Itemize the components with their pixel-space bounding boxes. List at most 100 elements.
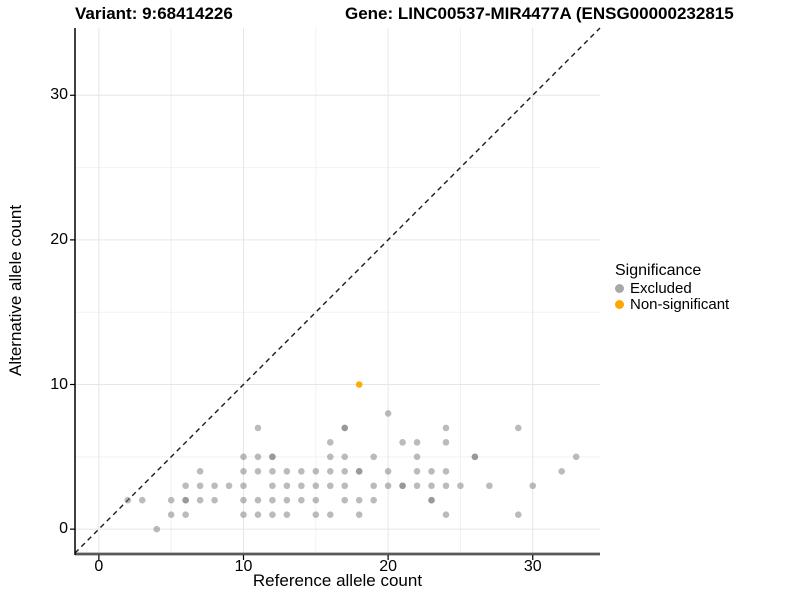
data-point-excluded: [355, 511, 363, 518]
data-point-excluded: [298, 496, 305, 504]
data-point-non-significant: [355, 381, 363, 388]
x-tick-label: 30: [523, 558, 542, 575]
data-point-excluded: [269, 482, 276, 490]
data-point-excluded: [182, 482, 189, 490]
data-point-excluded: [326, 453, 334, 461]
legend: Significance Excluded Non-significant: [615, 261, 730, 313]
data-point-excluded: [413, 439, 421, 446]
data-point-excluded: [370, 496, 377, 504]
data-point-excluded: [240, 482, 247, 490]
legend-item-label: Excluded: [630, 279, 692, 297]
data-point-excluded-overplotted: [428, 496, 435, 504]
data-point-excluded: [384, 410, 392, 417]
data-point-excluded-overplotted: [341, 424, 349, 432]
data-point-excluded: [442, 439, 450, 446]
legend-item-label: Non-significant: [630, 295, 730, 313]
plot-title-gene: Gene: LINC00537-MIR4477A (ENSG0000023281…: [345, 4, 734, 23]
data-point-excluded: [298, 482, 305, 490]
data-point-excluded: [442, 482, 450, 490]
plot-title-variant: Variant: 9:68414226: [75, 4, 233, 23]
data-point-excluded: [457, 482, 464, 490]
y-tick-label: 0: [59, 520, 68, 538]
data-point-excluded: [326, 482, 334, 490]
data-point-excluded: [211, 482, 218, 490]
legend-item-excluded: Excluded: [615, 279, 729, 297]
identity-line: [74, 27, 601, 554]
data-point-excluded: [196, 496, 204, 504]
data-point-excluded: [240, 511, 247, 518]
data-point-excluded: [269, 467, 276, 475]
data-point-excluded: [399, 439, 406, 446]
data-point-excluded: [312, 482, 320, 490]
legend-item-non-significant: Non-significant: [615, 295, 730, 313]
data-point-excluded: [225, 482, 233, 490]
data-point-excluded-overplotted: [471, 453, 479, 461]
data-point-excluded: [326, 511, 334, 518]
legend-title: Significance: [615, 262, 702, 279]
data-point-excluded-overplotted: [269, 453, 276, 461]
data-point-excluded: [370, 482, 377, 490]
data-point-excluded: [558, 467, 565, 475]
data-point-excluded: [283, 482, 291, 490]
x-tick-label: 20: [379, 558, 398, 575]
data-point-excluded: [211, 496, 218, 504]
data-point-excluded: [138, 496, 146, 504]
data-point-excluded: [283, 511, 291, 518]
data-point-excluded-overplotted: [399, 482, 406, 490]
x-tick-label: 10: [234, 558, 253, 575]
data-point-excluded: [312, 511, 320, 518]
y-tick-label: 30: [50, 86, 68, 104]
data-point-excluded: [413, 482, 421, 490]
data-point-excluded-overplotted: [355, 467, 363, 475]
data-point-excluded: [326, 439, 334, 446]
data-point-excluded: [167, 496, 175, 504]
data-point-excluded: [283, 467, 291, 475]
data-point-excluded: [514, 424, 522, 432]
data-point-excluded: [529, 482, 537, 490]
data-point-excluded: [413, 467, 421, 475]
data-point-excluded: [269, 511, 276, 518]
data-point-excluded: [486, 482, 493, 490]
excluded-dot-icon: [615, 283, 624, 293]
x-axis-title: Reference allele count: [252, 571, 423, 590]
data-point-excluded: [153, 525, 161, 533]
x-tick-label: 0: [94, 558, 104, 575]
data-point-excluded: [312, 496, 320, 504]
data-point-excluded: [312, 467, 320, 475]
y-tick-label: 10: [50, 375, 68, 393]
data-point-excluded: [384, 467, 392, 475]
data-point-excluded: [413, 453, 421, 461]
data-point-excluded: [341, 482, 349, 490]
y-axis-title: Alternative allele count: [6, 204, 25, 377]
data-point-excluded: [341, 467, 349, 475]
data-point-excluded: [514, 511, 522, 518]
data-point-excluded: [384, 482, 392, 490]
data-point-excluded: [196, 467, 204, 475]
non-significant-dot-icon: [615, 299, 624, 309]
data-point-excluded: [254, 453, 262, 461]
data-point-excluded: [442, 467, 450, 475]
data-point-excluded: [572, 453, 580, 461]
data-point-excluded: [283, 496, 291, 504]
data-point-excluded: [254, 467, 262, 475]
data-point-excluded: [269, 496, 276, 504]
data-point-excluded: [355, 496, 363, 504]
data-point-excluded: [124, 496, 132, 504]
data-point-excluded-overplotted: [182, 496, 189, 504]
data-point-excluded: [442, 511, 450, 518]
data-point-excluded: [298, 467, 305, 475]
data-point-excluded: [428, 482, 435, 490]
data-point-excluded: [254, 424, 262, 432]
data-point-excluded: [326, 467, 334, 475]
data-point-excluded: [254, 511, 262, 518]
data-point-excluded: [182, 511, 189, 518]
data-point-excluded: [254, 496, 262, 504]
data-point-excluded: [240, 496, 247, 504]
data-point-excluded: [240, 453, 247, 461]
data-point-excluded: [240, 467, 247, 475]
data-point-excluded: [428, 467, 435, 475]
data-point-excluded: [196, 482, 204, 490]
data-point-excluded: [341, 496, 349, 504]
